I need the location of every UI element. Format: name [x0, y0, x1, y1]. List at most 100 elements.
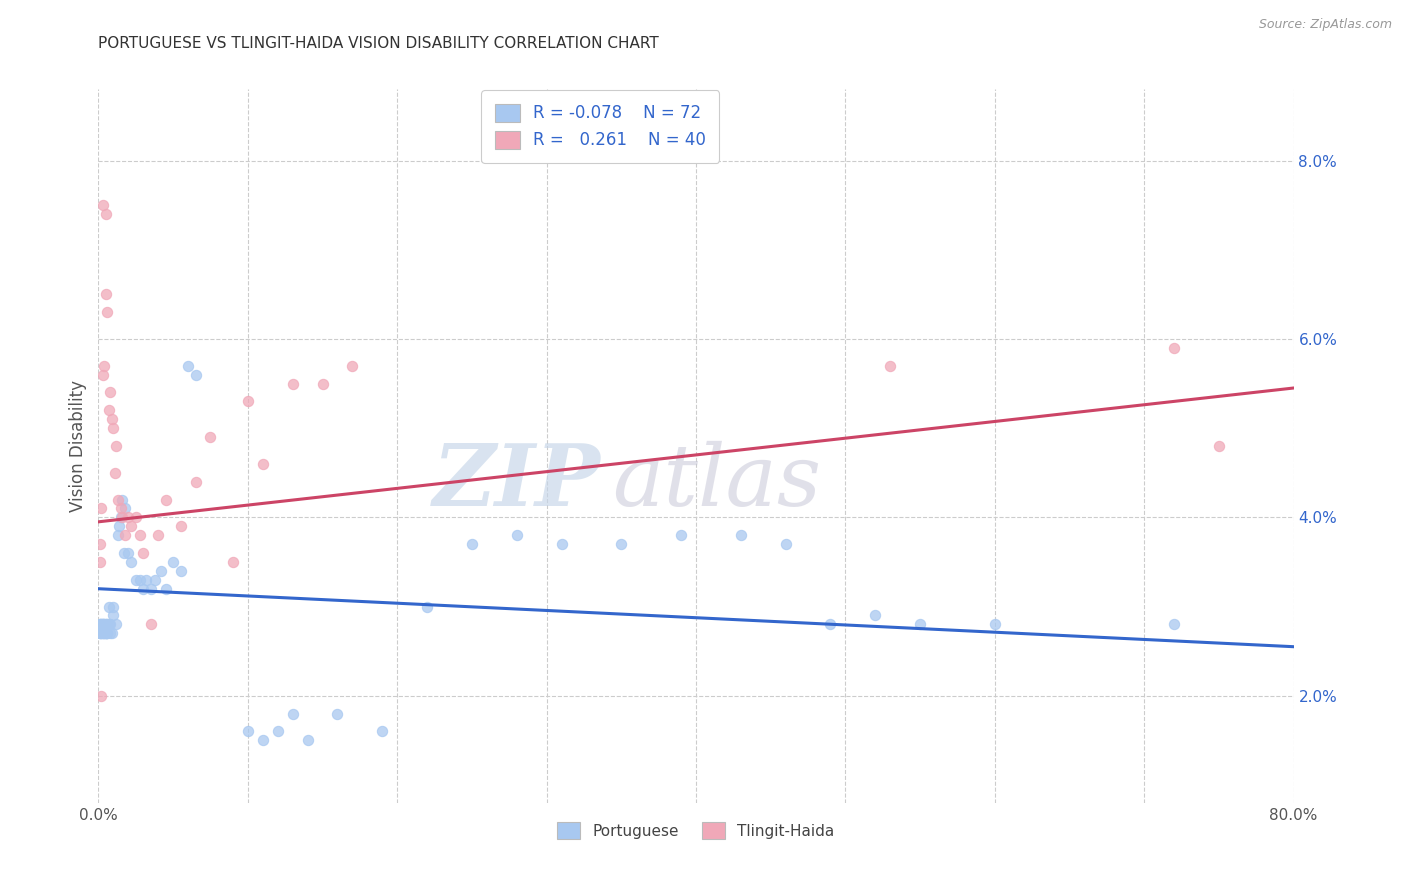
- Point: [252, 733, 274, 747]
- Point: [150, 564, 173, 578]
- Point: [90, 617, 112, 632]
- Point: [96, 617, 118, 632]
- Point: [865, 608, 887, 623]
- Point: [94, 626, 117, 640]
- Point: [120, 519, 142, 533]
- Point: [91, 198, 114, 212]
- Point: [89, 555, 111, 569]
- Point: [184, 475, 207, 489]
- Point: [103, 421, 125, 435]
- Point: [101, 412, 124, 426]
- Text: PORTUGUESE VS TLINGIT-HAIDA VISION DISABILITY CORRELATION CHART: PORTUGUESE VS TLINGIT-HAIDA VISION DISAB…: [98, 36, 659, 51]
- Point: [91, 617, 114, 632]
- Point: [371, 724, 394, 739]
- Point: [267, 724, 290, 739]
- Point: [820, 617, 842, 632]
- Point: [550, 537, 572, 551]
- Point: [91, 626, 114, 640]
- Point: [162, 555, 184, 569]
- Point: [311, 376, 333, 391]
- Point: [111, 510, 134, 524]
- Point: [200, 430, 222, 444]
- Text: ZIP: ZIP: [433, 440, 600, 524]
- Point: [416, 599, 439, 614]
- Point: [96, 305, 118, 319]
- Point: [132, 582, 155, 596]
- Point: [139, 617, 162, 632]
- Point: [91, 626, 114, 640]
- Point: [155, 492, 177, 507]
- Point: [97, 617, 120, 632]
- Point: [129, 573, 152, 587]
- Point: [91, 617, 114, 632]
- Point: [111, 492, 134, 507]
- Point: [143, 573, 166, 587]
- Point: [89, 626, 111, 640]
- Y-axis label: Vision Disability: Vision Disability: [69, 380, 87, 512]
- Point: [236, 724, 259, 739]
- Point: [281, 706, 304, 721]
- Point: [125, 573, 148, 587]
- Point: [103, 608, 125, 623]
- Point: [90, 626, 112, 640]
- Point: [252, 457, 274, 471]
- Point: [98, 617, 122, 632]
- Point: [94, 617, 117, 632]
- Point: [135, 573, 157, 587]
- Point: [107, 528, 129, 542]
- Point: [93, 359, 115, 373]
- Point: [125, 510, 148, 524]
- Point: [89, 537, 111, 551]
- Point: [97, 599, 120, 614]
- Point: [94, 626, 117, 640]
- Point: [89, 617, 111, 632]
- Point: [90, 617, 112, 632]
- Point: [117, 546, 139, 560]
- Point: [110, 501, 132, 516]
- Point: [120, 555, 142, 569]
- Point: [139, 582, 162, 596]
- Point: [89, 626, 111, 640]
- Point: [97, 403, 120, 417]
- Point: [107, 492, 129, 507]
- Point: [326, 706, 349, 721]
- Point: [108, 519, 131, 533]
- Point: [91, 368, 114, 382]
- Point: [730, 528, 752, 542]
- Point: [93, 617, 115, 632]
- Point: [90, 689, 112, 703]
- Point: [91, 617, 114, 632]
- Legend: Portuguese, Tlingit-Haida: Portuguese, Tlingit-Haida: [551, 816, 841, 845]
- Point: [93, 626, 115, 640]
- Point: [669, 528, 692, 542]
- Point: [984, 617, 1007, 632]
- Point: [117, 510, 139, 524]
- Point: [96, 626, 118, 640]
- Point: [132, 546, 155, 560]
- Point: [169, 519, 191, 533]
- Point: [610, 537, 633, 551]
- Point: [879, 359, 901, 373]
- Point: [236, 394, 259, 409]
- Point: [90, 501, 112, 516]
- Point: [908, 617, 931, 632]
- Point: [169, 564, 191, 578]
- Point: [155, 582, 177, 596]
- Point: [506, 528, 529, 542]
- Point: [1163, 341, 1185, 355]
- Point: [461, 537, 484, 551]
- Point: [93, 626, 115, 640]
- Point: [114, 528, 136, 542]
- Point: [112, 546, 135, 560]
- Point: [105, 439, 128, 453]
- Point: [94, 617, 117, 632]
- Point: [90, 626, 112, 640]
- Point: [184, 368, 207, 382]
- Point: [1163, 617, 1185, 632]
- Point: [342, 359, 364, 373]
- Point: [101, 626, 124, 640]
- Point: [98, 385, 122, 400]
- Point: [1208, 439, 1230, 453]
- Point: [110, 510, 132, 524]
- Point: [104, 466, 127, 480]
